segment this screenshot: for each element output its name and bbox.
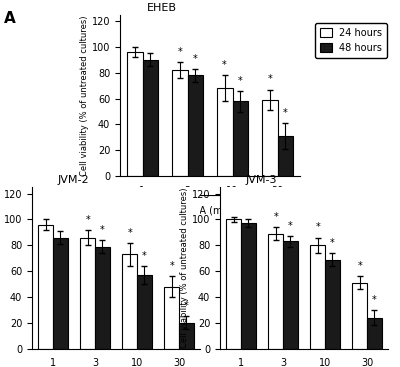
Bar bbox=[310, 245, 325, 349]
Text: *: * bbox=[142, 251, 147, 261]
Text: JVM-2: JVM-2 bbox=[57, 175, 89, 185]
Bar bbox=[217, 88, 232, 176]
Bar bbox=[38, 225, 53, 349]
Text: *: * bbox=[177, 47, 182, 57]
Bar bbox=[179, 323, 194, 349]
Bar bbox=[232, 101, 248, 176]
Text: *: * bbox=[372, 295, 377, 305]
Bar bbox=[278, 136, 293, 176]
Text: *: * bbox=[330, 238, 335, 248]
Text: *: * bbox=[315, 222, 320, 232]
Bar bbox=[226, 219, 241, 349]
Text: *: * bbox=[184, 301, 189, 311]
Text: *: * bbox=[283, 108, 288, 118]
Bar bbox=[164, 287, 179, 349]
Text: EHEB: EHEB bbox=[147, 3, 177, 12]
Text: *: * bbox=[267, 75, 272, 84]
Bar bbox=[367, 318, 382, 349]
Text: *: * bbox=[357, 261, 362, 271]
Bar bbox=[262, 100, 278, 176]
Bar bbox=[142, 60, 158, 176]
Bar bbox=[268, 234, 283, 349]
Bar bbox=[241, 224, 256, 349]
Text: *: * bbox=[127, 228, 132, 237]
Text: *: * bbox=[222, 60, 227, 70]
Y-axis label: Cell viability (% of untreated cultures): Cell viability (% of untreated cultures) bbox=[0, 188, 1, 348]
Bar bbox=[122, 254, 137, 349]
Bar bbox=[283, 241, 298, 349]
Text: *: * bbox=[238, 76, 243, 86]
Y-axis label: Cell viability (% of untreated cultures): Cell viability (% of untreated cultures) bbox=[80, 15, 89, 176]
Bar bbox=[137, 275, 152, 349]
Y-axis label: Cell viability (% of untreated cultures): Cell viability (% of untreated cultures) bbox=[180, 188, 189, 348]
Bar bbox=[53, 237, 68, 349]
Text: *: * bbox=[193, 54, 198, 64]
Text: *: * bbox=[169, 261, 174, 271]
Bar bbox=[325, 259, 340, 349]
Bar bbox=[188, 75, 203, 176]
Bar bbox=[127, 52, 142, 176]
Legend: 24 hours, 48 hours: 24 hours, 48 hours bbox=[315, 23, 387, 58]
Bar bbox=[95, 247, 110, 349]
Text: *: * bbox=[100, 225, 105, 235]
Bar bbox=[80, 237, 95, 349]
Text: DCA (mM): DCA (mM) bbox=[185, 205, 235, 215]
Text: *: * bbox=[273, 212, 278, 222]
Bar bbox=[172, 70, 188, 176]
Text: JVM-3: JVM-3 bbox=[245, 175, 277, 185]
Bar bbox=[352, 283, 367, 349]
Text: A: A bbox=[4, 11, 16, 26]
Text: *: * bbox=[85, 215, 90, 225]
Text: *: * bbox=[288, 221, 293, 231]
